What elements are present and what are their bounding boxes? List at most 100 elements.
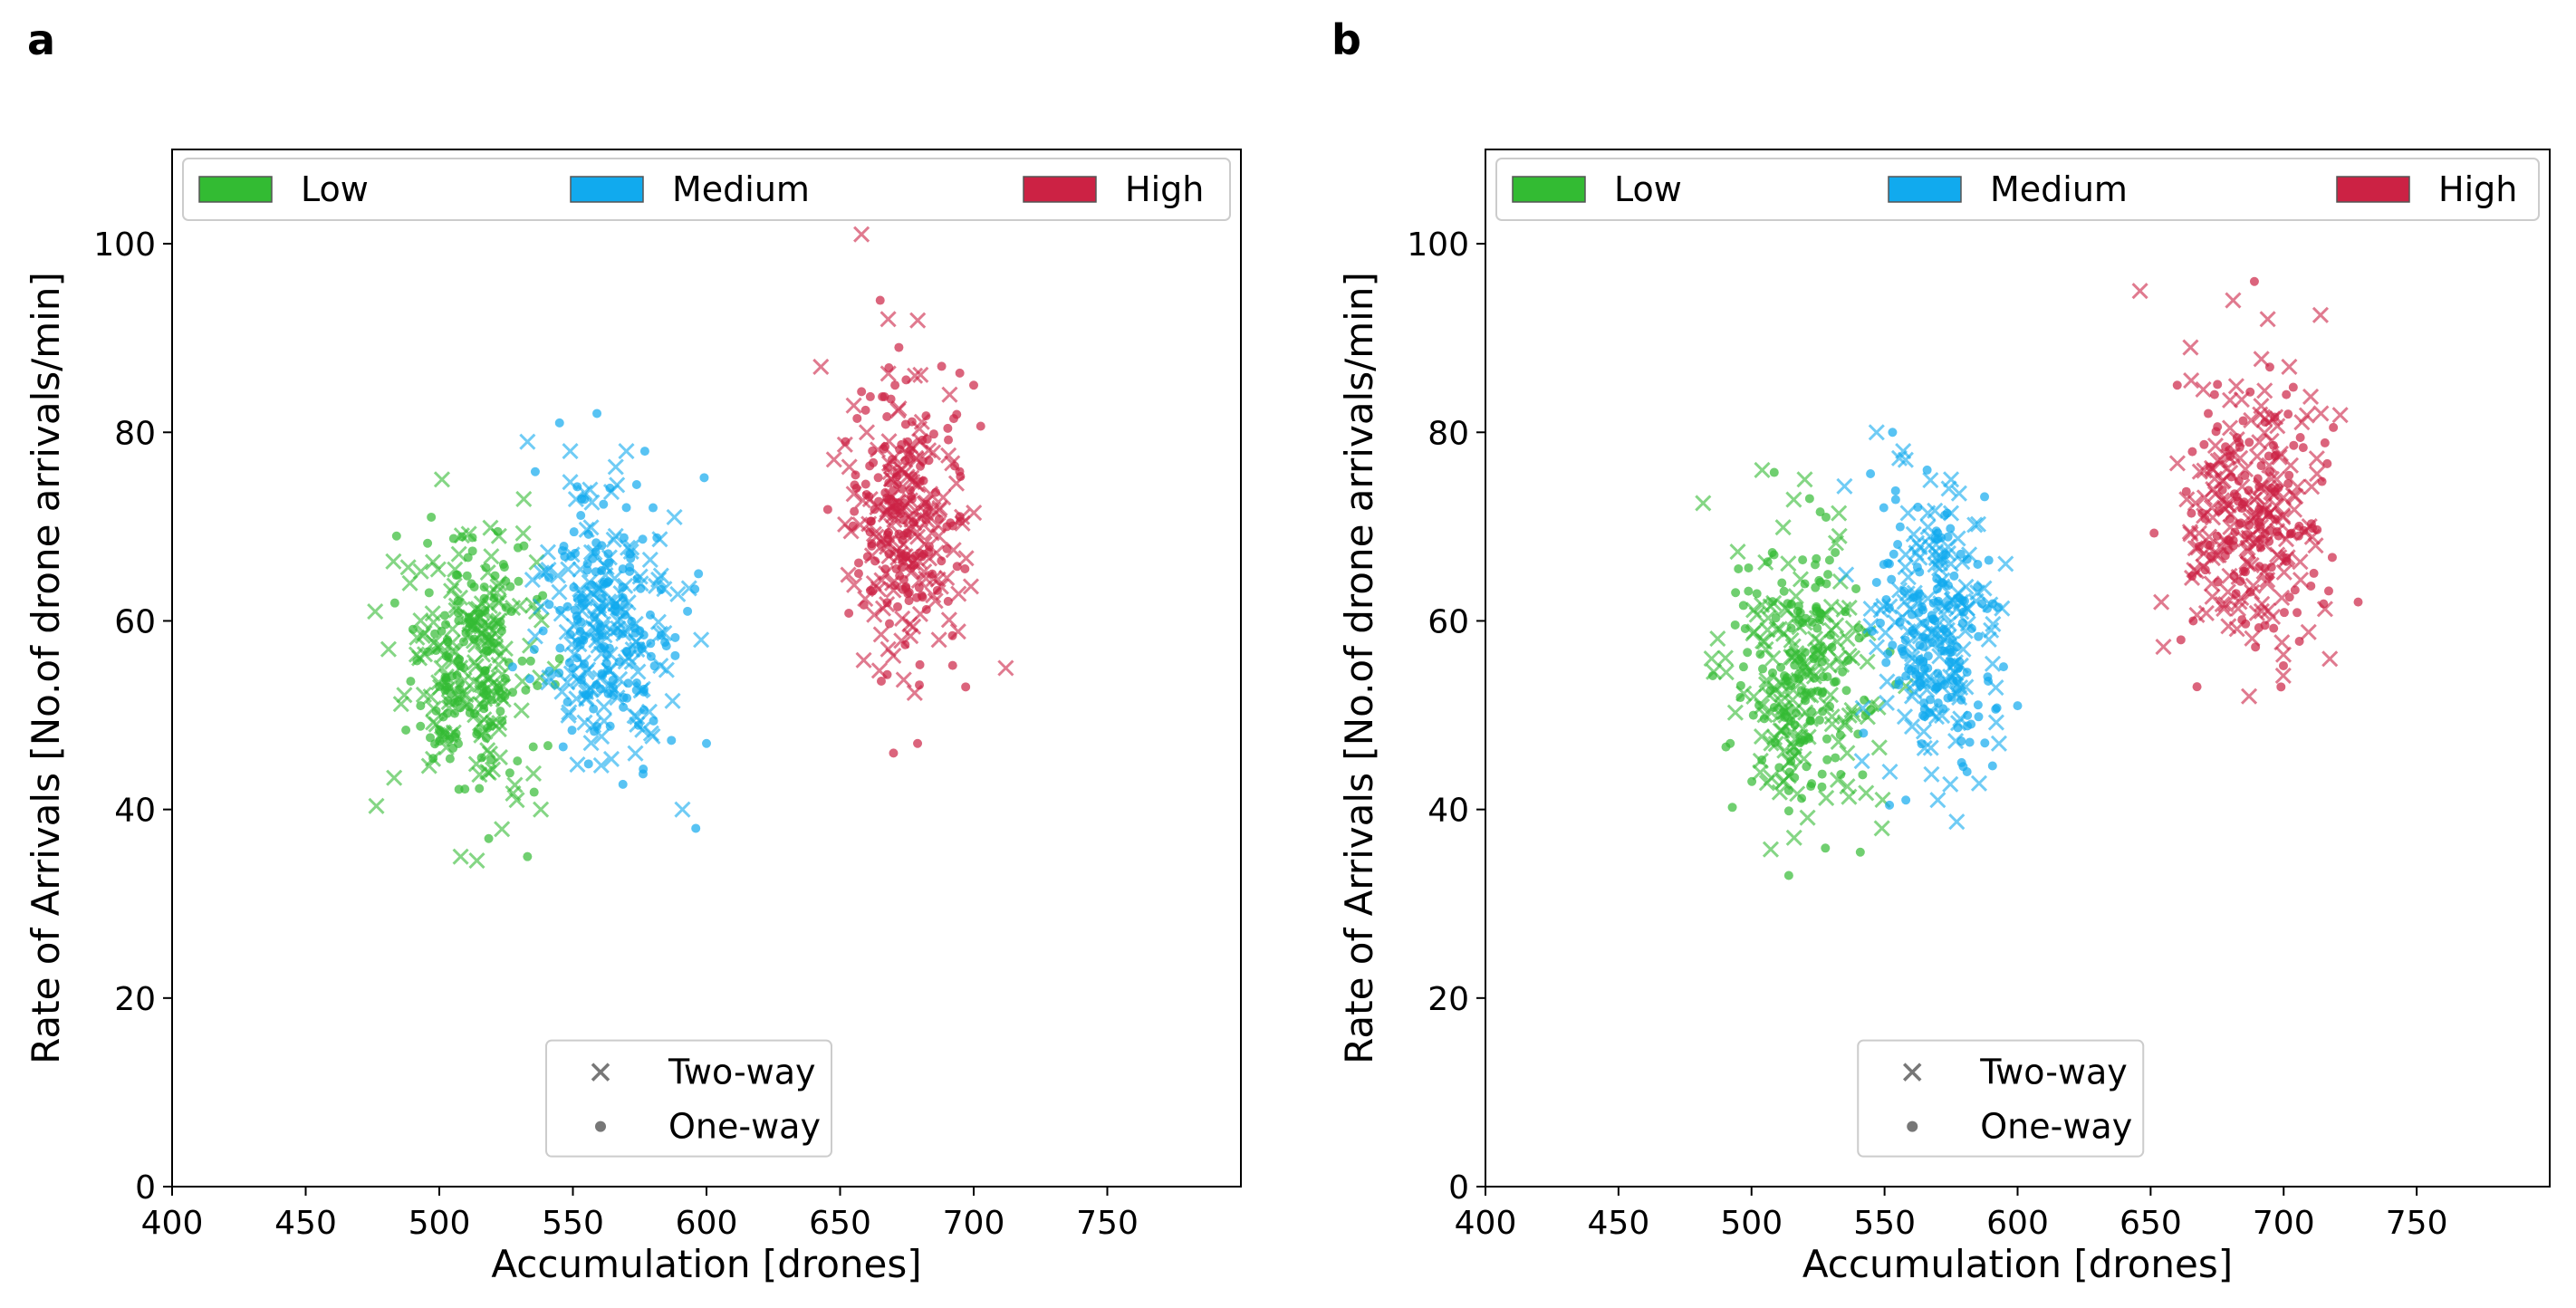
point-one-way [1915,567,1925,577]
x-tick-label: 600 [1986,1205,2049,1242]
point-one-way [2213,422,2223,432]
point-one-way [1987,599,1997,609]
point-one-way [2299,525,2309,535]
point-two-way [488,677,505,694]
point-one-way [1859,728,1869,738]
point-one-way [496,693,506,703]
point-one-way [960,563,970,573]
point-one-way [1758,664,1768,674]
point-one-way [1841,607,1850,617]
point-one-way [1928,614,1938,624]
point-one-way [2213,380,2223,390]
point-one-way [2273,531,2283,541]
point-one-way [2240,471,2250,481]
point-two-way [607,458,624,476]
legend-label-low: Low [1614,169,1682,209]
point-one-way [2241,619,2251,629]
y-tick-label: 100 [1407,226,1469,264]
point-one-way [2353,597,2363,607]
point-one-way [1738,601,1748,611]
point-two-way [997,659,1014,677]
point-one-way [576,617,586,627]
point-one-way [1948,675,1958,685]
point-one-way [389,598,399,608]
point-one-way [2213,577,2223,587]
point-two-way [1922,471,1939,489]
point-two-way [2182,339,2199,356]
legend-label-low: Low [301,169,369,209]
point-one-way [638,534,648,544]
point-one-way [591,721,601,731]
point-one-way [969,380,978,390]
point-two-way [582,735,600,752]
scatter-points [1695,276,2363,880]
point-two-way [1839,745,1856,762]
point-two-way [2229,600,2247,617]
point-one-way [567,726,577,736]
point-one-way [1973,560,1983,569]
point-one-way [408,624,418,634]
point-two-way [1745,688,1763,706]
point-one-way [1827,642,1837,652]
point-two-way [1785,738,1802,755]
point-two-way [1792,571,1810,588]
point-one-way [2235,442,2244,452]
point-two-way [2220,618,2237,635]
point-two-way [1854,699,1871,717]
point-two-way [1765,594,1783,611]
panel-label-a: a [27,15,55,64]
point-two-way [1957,578,1975,595]
x-tick-label: 650 [2119,1205,2182,1242]
point-one-way [2244,486,2254,495]
point-two-way [533,564,551,582]
point-one-way [579,635,589,645]
point-one-way [1804,494,1814,504]
point-one-way [2279,660,2289,670]
point-two-way [1836,477,1853,495]
point-one-way [1980,492,1990,502]
point-two-way [630,663,647,680]
point-two-way [452,848,469,865]
point-one-way [873,473,883,483]
point-two-way [1735,685,1753,702]
point-one-way [2284,470,2294,480]
point-two-way [591,581,609,598]
point-one-way [529,644,539,654]
point-one-way [622,647,632,657]
point-one-way [937,361,947,371]
point-two-way [2264,486,2282,503]
point-two-way [1987,714,2004,731]
point-two-way [1935,605,1952,623]
point-two-way [466,654,484,671]
point-two-way [447,601,465,619]
point-two-way [853,226,870,243]
point-two-way [2206,438,2224,455]
point-two-way [1862,600,1879,618]
point-two-way [620,594,637,611]
point-two-way [1903,688,1921,705]
point-one-way [1822,755,1832,765]
point-one-way [437,626,447,636]
point-one-way [456,703,466,713]
point-two-way [2253,602,2270,620]
point-two-way [897,497,914,515]
point-two-way [2300,623,2317,640]
point-two-way [457,687,475,704]
point-one-way [1822,672,1832,682]
point-one-way [2229,571,2239,581]
point-two-way [2273,634,2291,651]
point-one-way [621,503,631,513]
series-low [1695,461,1915,880]
point-two-way [595,698,612,716]
point-two-way [1950,485,1967,502]
point-two-way [1754,461,1771,478]
point-two-way [2225,292,2242,309]
point-two-way [541,669,558,687]
point-one-way [1783,806,1793,816]
point-two-way [909,312,927,329]
point-one-way [884,478,894,488]
point-one-way [976,421,985,431]
point-two-way [1956,622,1974,640]
point-one-way [1918,658,1928,668]
point-one-way [528,742,538,752]
